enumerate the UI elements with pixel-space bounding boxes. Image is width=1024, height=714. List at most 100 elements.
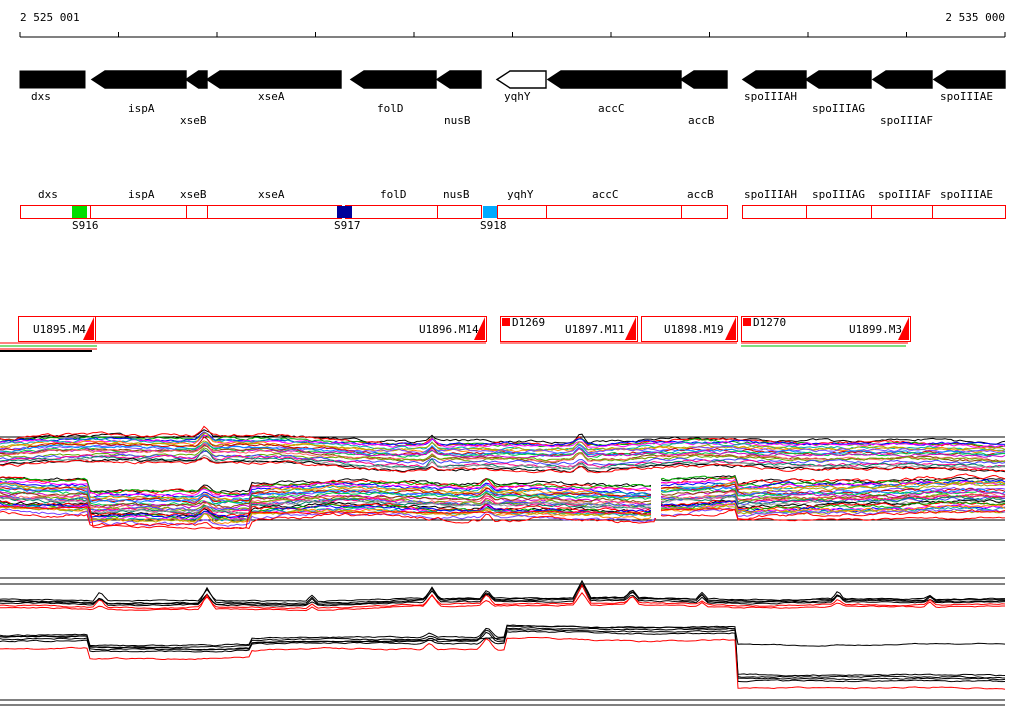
segment-marker-S918[interactable] — [483, 206, 497, 218]
gene-box-label-xseB: xseB — [180, 188, 207, 201]
gene-label-dxs: dxs — [31, 90, 51, 103]
gene-arrow-accB[interactable] — [679, 70, 728, 89]
gene-box-spoIIIAG[interactable] — [806, 205, 872, 219]
segment-marker-label-S916: S916 — [72, 219, 99, 232]
unit-label-U1898.M19: U1898.M19 — [664, 323, 724, 336]
ruler-end-label: 2 535 000 — [945, 11, 1005, 24]
unit-box-U1895.M4[interactable] — [18, 316, 96, 342]
unit-label-U1897.M11: U1897.M11 — [565, 323, 625, 336]
gene-box-ispA[interactable] — [90, 205, 187, 219]
unit-label-U1895.M4: U1895.M4 — [33, 323, 86, 336]
gene-box-spoIIIAH[interactable] — [742, 205, 807, 219]
gene-box-label-spoIIIAE: spoIIIAE — [940, 188, 993, 201]
gene-box-label-nusB: nusB — [443, 188, 470, 201]
gene-arrow-ispA[interactable] — [90, 70, 187, 89]
gene-box-xseA[interactable] — [207, 205, 342, 219]
gene-label-yqhY: yqhY — [504, 90, 531, 103]
gene-box-xseB[interactable] — [186, 205, 208, 219]
profile-trace — [0, 495, 1006, 515]
profile-trace — [0, 636, 1006, 690]
profile-trace — [0, 442, 1006, 458]
gene-box-label-xseA: xseA — [258, 188, 285, 201]
profile-trace — [0, 624, 1006, 677]
profile-trace — [0, 591, 1005, 612]
profile-trace — [0, 505, 1005, 530]
gene-box-nusB[interactable] — [437, 205, 482, 219]
gene-label-spoIIIAH: spoIIIAH — [744, 90, 797, 103]
gene-arrow-spoIIIAH[interactable] — [741, 70, 807, 89]
profile-trace — [0, 583, 1006, 610]
gene-box-accC[interactable] — [546, 205, 682, 219]
profile-trace — [0, 625, 1006, 651]
gene-arrow-spoIIIAE[interactable] — [932, 70, 1006, 89]
gene-label-folD: folD — [377, 102, 404, 115]
gene-arrow-accC[interactable] — [546, 70, 682, 89]
gene-arrow-xseB[interactable] — [184, 70, 208, 89]
profile-trace — [0, 434, 1006, 449]
profile-trace — [0, 627, 1006, 679]
profile-trace — [0, 579, 1005, 603]
segment-marker-S916[interactable] — [72, 206, 87, 218]
unit-label-U1896.M14: U1896.M14 — [419, 323, 479, 336]
d-marker-square-icon — [743, 318, 751, 326]
unit-end-triangle-icon — [625, 317, 636, 340]
gene-box-yqhY[interactable] — [497, 205, 547, 219]
profile-trace — [0, 457, 1006, 473]
d-marker-label-D1270: D1270 — [753, 316, 787, 329]
d-marker-square-icon — [502, 318, 510, 326]
profile-trace — [0, 500, 1006, 519]
gene-label-accB: accB — [688, 114, 715, 127]
profile-trace — [0, 499, 1006, 518]
segment-marker-S917[interactable] — [337, 206, 352, 218]
segment-marker-label-S918: S918 — [480, 219, 507, 232]
gene-box-accB[interactable] — [681, 205, 728, 219]
gene-box-label-spoIIIAH: spoIIIAH — [744, 188, 797, 201]
unit-box-U1896.M14[interactable] — [95, 316, 487, 342]
gene-arrow-dxs[interactable] — [19, 70, 86, 89]
profile-trace — [0, 479, 1006, 499]
gene-label-accC: accC — [598, 102, 625, 115]
profile-trace — [0, 473, 1006, 495]
profile-trace — [0, 443, 1006, 454]
unit-box-U1898.M19[interactable] — [641, 316, 738, 342]
profile-data-gap — [651, 472, 661, 518]
unit-end-triangle-icon — [898, 317, 909, 340]
profile-trace — [0, 447, 1006, 463]
profile-trace — [0, 480, 1006, 502]
profile-trace — [0, 456, 1006, 474]
gene-box-spoIIIAF[interactable] — [871, 205, 933, 219]
gene-label-ispA: ispA — [128, 102, 155, 115]
profile-trace — [0, 508, 1006, 530]
profile-trace — [0, 475, 1006, 494]
profile-trace — [0, 507, 1006, 527]
gene-box-folD[interactable] — [345, 205, 438, 219]
gene-arrow-spoIIIAG[interactable] — [804, 70, 872, 89]
gene-label-spoIIIAE: spoIIIAE — [940, 90, 993, 103]
unit-label-U1899.M3: U1899.M3 — [849, 323, 902, 336]
gene-label-spoIIIAF: spoIIIAF — [880, 114, 933, 127]
unit-end-triangle-icon — [725, 317, 736, 340]
unit-box-U1899.M3[interactable] — [741, 316, 911, 342]
unit-end-triangle-icon — [83, 317, 94, 340]
gene-label-nusB: nusB — [444, 114, 471, 127]
gene-arrow-xseA[interactable] — [205, 70, 342, 89]
unit-box-U1897.M11[interactable] — [500, 316, 638, 342]
ruler-start-label: 2 525 001 — [20, 11, 80, 24]
profile-trace — [0, 584, 1006, 607]
unit-end-triangle-icon — [474, 317, 485, 340]
gene-arrow-spoIIIAF[interactable] — [871, 70, 933, 89]
profile-trace — [0, 579, 1006, 606]
gene-label-xseB: xseB — [180, 114, 207, 127]
gene-box-label-dxs: dxs — [38, 188, 58, 201]
gene-arrow-yqhY[interactable] — [495, 70, 547, 89]
profile-trace — [0, 502, 1006, 525]
gene-arrow-nusB[interactable] — [435, 70, 482, 89]
gene-box-label-ispA: ispA — [128, 188, 155, 201]
gene-box-label-folD: folD — [380, 188, 407, 201]
gene-arrow-folD[interactable] — [349, 70, 437, 89]
d-marker-label-D1269: D1269 — [512, 316, 546, 329]
gene-box-spoIIIAE[interactable] — [932, 205, 1006, 219]
gene-label-xseA: xseA — [258, 90, 285, 103]
